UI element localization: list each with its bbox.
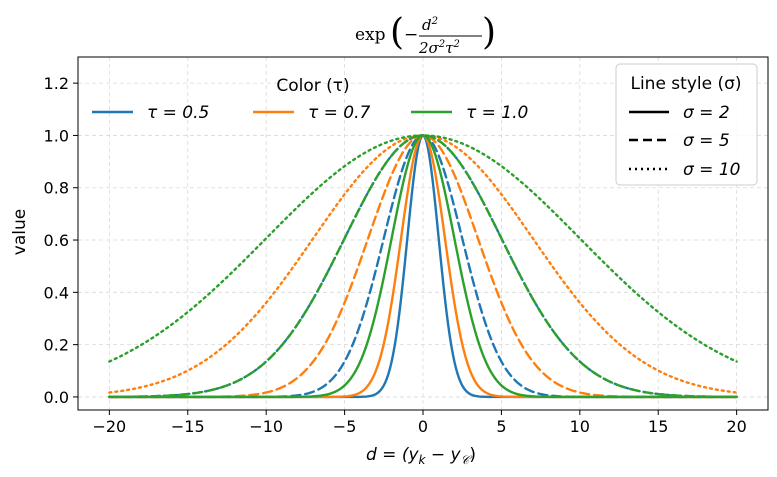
title-paren-right: ) (482, 12, 496, 53)
legend-style-label-0: σ = 2 (683, 103, 730, 123)
title-fn: exp (355, 25, 386, 45)
y-tick-label-5: 1.0 (44, 126, 69, 145)
y-axis-label: value (10, 209, 30, 255)
y-tick-label-6: 1.2 (44, 74, 69, 93)
legend-style-label-1: σ = 5 (683, 131, 730, 151)
legend-style-box (615, 63, 758, 186)
x-axis-label: d = (yk − y𝒞) (366, 445, 476, 467)
x-tick-label-7: 15 (648, 417, 668, 436)
legend-color-label-2: τ = 1.0 (466, 103, 528, 123)
legend-style-title: Line style (σ) (630, 74, 741, 94)
y-tick-label-0: 0.0 (44, 388, 69, 407)
x-tick-label-1: −15 (171, 417, 205, 436)
x-tick-label-0: −20 (92, 417, 126, 436)
legend-color-label-0: τ = 0.5 (147, 103, 209, 123)
title-numerator: d2 (422, 16, 438, 34)
legend-color-title: Color (τ) (276, 76, 349, 96)
x-tick-label-2: −10 (249, 417, 283, 436)
x-tick-label-5: 5 (496, 417, 506, 436)
x-tick-label-6: 10 (570, 417, 590, 436)
chart-title: exp ( − d2 2σ2τ2 ) (355, 12, 496, 57)
title-paren-left: ( (390, 12, 404, 53)
legend-color-label-1: τ = 0.7 (308, 103, 371, 123)
x-tick-label-8: 20 (726, 417, 746, 436)
y-tick-label-1: 0.2 (44, 336, 69, 355)
legend-style: Line style (σ) σ = 2 σ = 5 σ = 10 (615, 63, 758, 186)
title-minus: − (404, 25, 418, 45)
x-tick-label-3: −5 (333, 417, 357, 436)
x-tick-label-4: 0 (418, 417, 428, 436)
series-line-tau1-sigma5 (108, 134, 738, 399)
legend-style-label-2: σ = 10 (683, 160, 740, 180)
series-line-tau1-sigma2 (108, 134, 738, 399)
y-tick-label-2: 0.4 (44, 283, 69, 302)
y-tick-label-4: 0.8 (44, 179, 69, 198)
y-tick-label-3: 0.6 (44, 231, 69, 250)
legend-color: Color (τ) τ = 0.5 τ = 0.7 τ = 1.0 (92, 76, 528, 123)
title-denominator: 2σ2τ2 (418, 39, 460, 57)
series-lines (108, 133, 738, 399)
axis-ticks: −20 −15 −10 −5 0 5 10 15 20 0.0 0.2 0.4 0.6 0.8 1.0 1.2 (44, 74, 747, 436)
